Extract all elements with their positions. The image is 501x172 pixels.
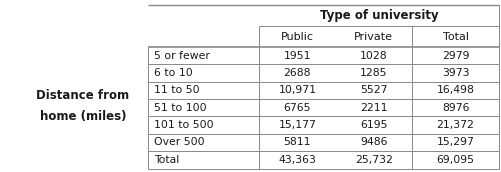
Text: 8976: 8976 — [441, 103, 468, 113]
Text: 5 or fewer: 5 or fewer — [154, 51, 209, 61]
Text: 1951: 1951 — [283, 51, 311, 61]
Text: Distance from: Distance from — [36, 89, 129, 102]
Text: 1028: 1028 — [359, 51, 387, 61]
Text: 6 to 10: 6 to 10 — [154, 68, 192, 78]
Text: 69,095: 69,095 — [436, 155, 473, 165]
Text: Total: Total — [154, 155, 179, 165]
Text: 6765: 6765 — [283, 103, 311, 113]
Text: 5811: 5811 — [283, 137, 311, 147]
Text: Private: Private — [354, 32, 393, 42]
Text: 5527: 5527 — [359, 85, 387, 95]
Text: Total: Total — [442, 32, 467, 42]
Text: Public: Public — [281, 32, 313, 42]
Text: 101 to 500: 101 to 500 — [154, 120, 213, 130]
Text: 2979: 2979 — [441, 51, 468, 61]
Text: 11 to 50: 11 to 50 — [154, 85, 199, 95]
Text: 43,363: 43,363 — [278, 155, 316, 165]
Text: 21,372: 21,372 — [436, 120, 473, 130]
Text: 9486: 9486 — [359, 137, 387, 147]
Text: 1285: 1285 — [359, 68, 387, 78]
Text: 16,498: 16,498 — [436, 85, 473, 95]
Text: 2211: 2211 — [359, 103, 387, 113]
Text: Type of university: Type of university — [319, 9, 437, 22]
Text: 3973: 3973 — [441, 68, 468, 78]
Text: home (miles): home (miles) — [40, 110, 126, 123]
Text: 51 to 100: 51 to 100 — [154, 103, 206, 113]
Text: 15,297: 15,297 — [436, 137, 473, 147]
Text: 25,732: 25,732 — [354, 155, 392, 165]
Text: 2688: 2688 — [283, 68, 311, 78]
Text: Over 500: Over 500 — [154, 137, 204, 147]
Text: 15,177: 15,177 — [278, 120, 316, 130]
Text: 6195: 6195 — [359, 120, 387, 130]
Text: 10,971: 10,971 — [278, 85, 316, 95]
